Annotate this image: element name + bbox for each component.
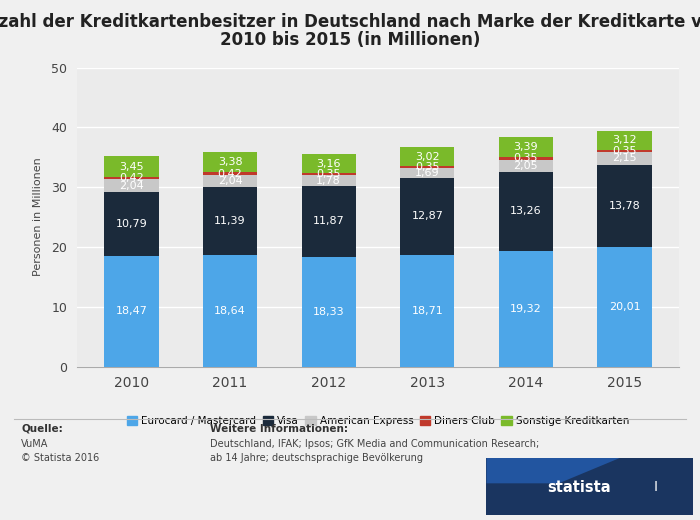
Bar — [302, 186, 356, 257]
Bar — [104, 157, 159, 177]
Text: 0,35: 0,35 — [415, 162, 440, 172]
Text: 3,02: 3,02 — [415, 151, 440, 162]
Bar — [597, 164, 652, 247]
Bar — [499, 160, 553, 172]
Text: Anzahl der Kreditkartenbesitzer in Deutschland nach Marke der Kreditkarte von: Anzahl der Kreditkartenbesitzer in Deuts… — [0, 13, 700, 31]
Text: 19,32: 19,32 — [510, 304, 542, 314]
Bar — [203, 255, 257, 367]
Bar — [203, 152, 257, 172]
Bar — [597, 150, 652, 152]
Bar — [203, 187, 257, 255]
Text: 3,38: 3,38 — [218, 157, 242, 167]
Text: 13,78: 13,78 — [608, 201, 640, 211]
Bar — [302, 173, 356, 175]
Text: 1,78: 1,78 — [316, 176, 341, 186]
Text: Ⅰ: Ⅰ — [654, 480, 658, 495]
Text: Quelle:: Quelle: — [21, 424, 63, 434]
Text: 18,71: 18,71 — [412, 306, 443, 316]
Text: 3,16: 3,16 — [316, 159, 341, 169]
Text: 12,87: 12,87 — [412, 211, 443, 221]
Bar — [499, 251, 553, 367]
Text: 1,69: 1,69 — [415, 167, 440, 178]
Bar — [203, 175, 257, 187]
Bar — [499, 172, 553, 251]
Text: 2010 bis 2015 (in Millionen): 2010 bis 2015 (in Millionen) — [220, 31, 480, 49]
Bar — [400, 165, 454, 167]
Bar — [302, 154, 356, 173]
Text: 3,45: 3,45 — [119, 162, 144, 172]
Bar — [104, 179, 159, 192]
Bar — [499, 158, 553, 160]
Bar — [597, 247, 652, 367]
Text: 2,04: 2,04 — [218, 176, 242, 186]
Bar — [400, 255, 454, 367]
Bar — [302, 257, 356, 367]
Text: 0,35: 0,35 — [514, 153, 538, 163]
Text: 0,35: 0,35 — [612, 146, 637, 155]
Text: 2,15: 2,15 — [612, 153, 637, 163]
Bar — [400, 178, 454, 255]
Bar — [104, 192, 159, 256]
Text: Weitere Informationen:: Weitere Informationen: — [210, 424, 348, 434]
Text: 0,42: 0,42 — [218, 168, 242, 178]
Bar — [499, 137, 553, 158]
Bar — [302, 175, 356, 186]
Text: statista: statista — [547, 480, 611, 495]
Y-axis label: Personen in Millionen: Personen in Millionen — [33, 158, 43, 277]
Polygon shape — [486, 458, 621, 484]
Text: Deutschland, IFAK; Ipsos; GfK Media and Communication Research;
ab 14 Jahre; deu: Deutschland, IFAK; Ipsos; GfK Media and … — [210, 439, 539, 463]
Bar — [203, 172, 257, 175]
Text: VuMA
© Statista 2016: VuMA © Statista 2016 — [21, 439, 99, 463]
Text: 0,35: 0,35 — [316, 170, 341, 179]
Bar — [104, 256, 159, 367]
Bar — [597, 131, 652, 150]
Text: 3,39: 3,39 — [514, 142, 538, 152]
Text: 11,39: 11,39 — [214, 216, 246, 226]
Text: 2,04: 2,04 — [119, 180, 144, 190]
Text: 20,01: 20,01 — [609, 302, 640, 312]
Text: 18,47: 18,47 — [116, 306, 148, 316]
Text: 18,33: 18,33 — [313, 307, 344, 317]
Text: 13,26: 13,26 — [510, 206, 542, 216]
Text: 18,64: 18,64 — [214, 306, 246, 316]
Text: 2,05: 2,05 — [514, 161, 538, 171]
Bar — [400, 148, 454, 165]
Legend: Eurocard / Mastercard, Visa, American Express, Diners Club, Sonstige Kreditkarte: Eurocard / Mastercard, Visa, American Ex… — [122, 412, 634, 431]
Bar — [597, 152, 652, 164]
Text: 10,79: 10,79 — [116, 219, 148, 229]
Text: 3,12: 3,12 — [612, 135, 637, 145]
Bar — [104, 177, 159, 179]
Bar — [400, 167, 454, 178]
Text: 0,42: 0,42 — [119, 173, 144, 183]
Text: 11,87: 11,87 — [313, 216, 344, 227]
